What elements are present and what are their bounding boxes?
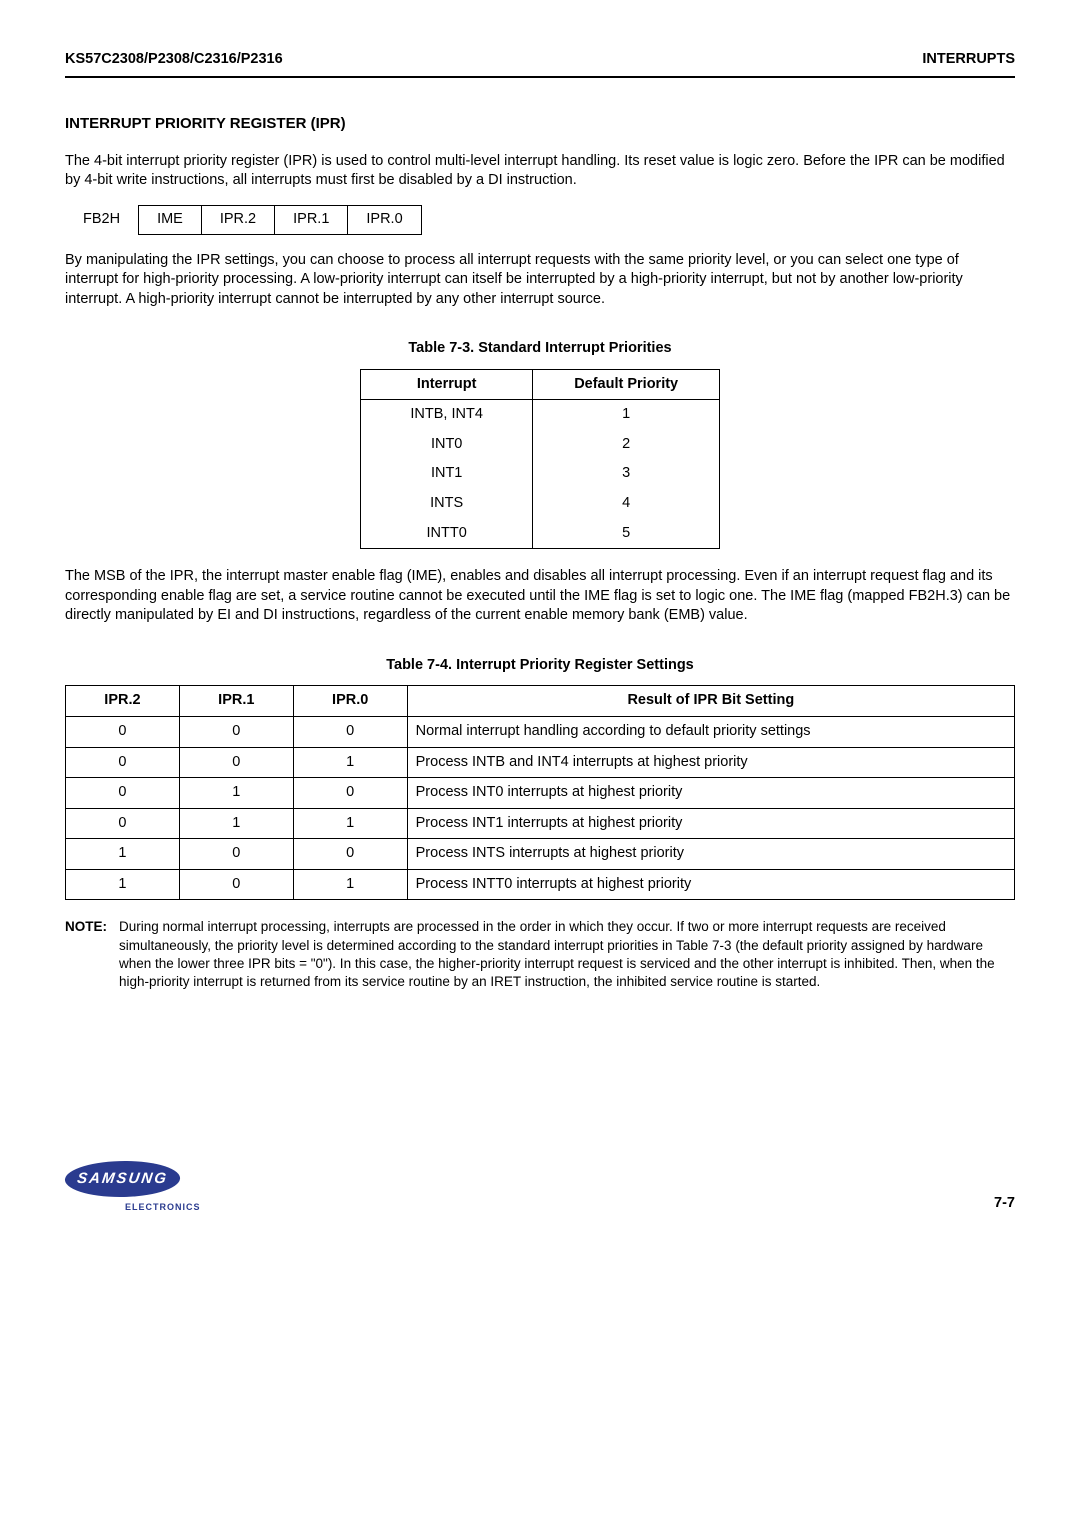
table-cell: INTT0	[361, 519, 533, 549]
table-header: Interrupt	[361, 369, 533, 400]
page-footer: SAMSUNG ELECTRONICS 7-7	[65, 1161, 1015, 1213]
header-left: KS57C2308/P2308/C2316/P2316	[65, 50, 283, 70]
table-header: IPR.2	[66, 686, 180, 717]
table-cell: 0	[66, 747, 180, 778]
table-cell: 1	[293, 869, 407, 900]
table-cell: 1	[179, 808, 293, 839]
table-cell: 1	[293, 747, 407, 778]
register-label: FB2H	[65, 205, 139, 234]
table-cell: 4	[533, 489, 720, 519]
table-cell: 0	[66, 778, 180, 809]
table-cell: 0	[179, 747, 293, 778]
section-title: INTERRUPT PRIORITY REGISTER (IPR)	[65, 114, 1015, 134]
table-cell: Normal interrupt handling according to d…	[407, 716, 1014, 747]
table-cell: 0	[179, 869, 293, 900]
samsung-logo: SAMSUNG ELECTRONICS	[65, 1161, 201, 1213]
register-table: FB2H IME IPR.2 IPR.1 IPR.0	[65, 205, 422, 235]
register-cell: IPR.2	[201, 205, 274, 234]
paragraph-2: By manipulating the IPR settings, you ca…	[65, 251, 1015, 310]
register-cell: IPR.1	[275, 205, 348, 234]
register-cell: IME	[139, 205, 202, 234]
table-cell: 1	[533, 400, 720, 430]
table-cell: INTB, INT4	[361, 400, 533, 430]
table-header: Default Priority	[533, 369, 720, 400]
table-header: Result of IPR Bit Setting	[407, 686, 1014, 717]
table-cell: 0	[179, 839, 293, 870]
paragraph-1: The 4-bit interrupt priority register (I…	[65, 152, 1015, 191]
table-cell: INTS	[361, 489, 533, 519]
table-cell: Process INT1 interrupts at highest prior…	[407, 808, 1014, 839]
paragraph-3: The MSB of the IPR, the interrupt master…	[65, 567, 1015, 626]
table-header: IPR.1	[179, 686, 293, 717]
table-cell: Process INTS interrupts at highest prior…	[407, 839, 1014, 870]
register-cell: IPR.0	[348, 205, 421, 234]
page-number: 7-7	[994, 1194, 1015, 1214]
page-header: KS57C2308/P2308/C2316/P2316 INTERRUPTS	[65, 50, 1015, 78]
table-cell: 0	[66, 808, 180, 839]
note-text: During normal interrupt processing, inte…	[119, 918, 1015, 991]
table-7-4: IPR.2 IPR.1 IPR.0 Result of IPR Bit Sett…	[65, 685, 1015, 900]
table-cell: Process INT0 interrupts at highest prior…	[407, 778, 1014, 809]
table-cell: 0	[179, 716, 293, 747]
table-cell: 3	[533, 459, 720, 489]
note-label: NOTE:	[65, 918, 119, 991]
table-header: IPR.0	[293, 686, 407, 717]
table-7-3: Interrupt Default Priority INTB, INT41IN…	[360, 369, 720, 549]
logo-main: SAMSUNG	[62, 1161, 182, 1197]
table-cell: 0	[293, 716, 407, 747]
table-cell: 0	[293, 839, 407, 870]
note-block: NOTE: During normal interrupt processing…	[65, 918, 1015, 991]
table-cell: 0	[66, 716, 180, 747]
table-cell: 0	[293, 778, 407, 809]
table-cell: 5	[533, 519, 720, 549]
table-cell: Process INTT0 interrupts at highest prio…	[407, 869, 1014, 900]
table-cell: Process INTB and INT4 interrupts at high…	[407, 747, 1014, 778]
table-cell: 2	[533, 430, 720, 460]
header-right: INTERRUPTS	[922, 50, 1015, 70]
table-cell: 1	[66, 869, 180, 900]
table-cell: INT0	[361, 430, 533, 460]
table-cell: 1	[179, 778, 293, 809]
table-cell: INT1	[361, 459, 533, 489]
table-cell: 1	[66, 839, 180, 870]
table-7-4-caption: Table 7-4. Interrupt Priority Register S…	[65, 656, 1015, 676]
table-7-3-caption: Table 7-3. Standard Interrupt Priorities	[65, 339, 1015, 359]
table-cell: 1	[293, 808, 407, 839]
logo-sub: ELECTRONICS	[125, 1201, 201, 1213]
